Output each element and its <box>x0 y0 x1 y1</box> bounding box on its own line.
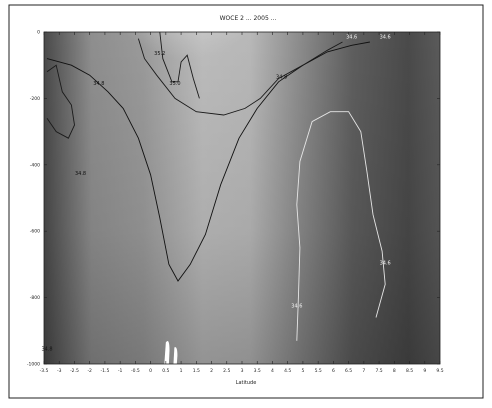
contour-line-35-2 <box>159 32 200 99</box>
x-tick-label: 9.5 <box>436 368 443 374</box>
x-tick-label: -1.5 <box>101 368 110 374</box>
x-tick-label: 1 <box>180 368 183 374</box>
x-tick-label: 5.5 <box>315 368 322 374</box>
x-tick-label: 2 <box>210 368 213 374</box>
contour-label-layer: 34.8 34.8 34.8 35.0 35.2 34.6 34.6 34.6 34.6 34.8 <box>41 35 390 353</box>
x-tick-label: 8 <box>393 368 396 374</box>
x-tick-label: -0.5 <box>131 368 140 374</box>
contour-line-34-8 <box>46 41 370 282</box>
y-tick-label: -400 <box>30 162 40 168</box>
contour-label: 34.8 <box>75 171 86 177</box>
contour-line-35-0 <box>137 38 343 116</box>
contour-label: 35.0 <box>169 81 180 87</box>
contour-label: 34.8 <box>41 347 52 353</box>
y-tick-label: 0 <box>37 30 40 36</box>
contour-label: 34.6 <box>380 260 391 266</box>
contour-label: 34.8 <box>276 74 287 80</box>
axes: -3.5 -3 -2.5 -2 -1.5 -1 -0.5 0 0.5 1 1.5 2 2.5 3 3.5 4 4… <box>27 30 444 375</box>
chart-title: WOCE 2 ... 2005 ... <box>220 15 277 22</box>
x-tick-label: 7 <box>362 368 365 374</box>
x-tick-label: 4.5 <box>284 368 291 374</box>
y-tick-label: -600 <box>30 229 40 235</box>
contour-label: 34.6 <box>346 35 357 41</box>
x-tick-label: -1 <box>118 368 123 374</box>
y-tick-label: -200 <box>30 96 40 102</box>
x-tick-label: 2.5 <box>223 368 230 374</box>
x-tick-label: 9 <box>423 368 426 374</box>
data-gap <box>173 347 178 364</box>
x-tick-label: 0.5 <box>162 368 169 374</box>
x-tick-label: 0 <box>149 368 152 374</box>
x-tick-label: 3 <box>241 368 244 374</box>
data-gap <box>164 341 170 364</box>
contour-line-34-6 <box>296 111 386 341</box>
contour-line-35-4 <box>46 64 75 139</box>
x-tick-label: 7.5 <box>375 368 382 374</box>
x-tick-label: -2 <box>87 368 92 374</box>
x-tick-label: 8.5 <box>406 368 413 374</box>
x-tick-label: -3 <box>57 368 62 374</box>
x-tick-label: -3.5 <box>40 368 49 374</box>
y-tick-label: -800 <box>30 295 40 301</box>
contour-label: 34.6 <box>291 304 302 310</box>
x-axis-label: Latitude <box>236 380 257 386</box>
y-tick-label: -1000 <box>27 362 40 368</box>
x-tick-label: 6 <box>332 368 335 374</box>
x-tick-label: 3.5 <box>254 368 261 374</box>
contour-label: 34.8 <box>93 81 104 87</box>
x-tick-label: 1.5 <box>193 368 200 374</box>
contour-label: 34.6 <box>380 35 391 41</box>
x-tick-label: -2.5 <box>70 368 79 374</box>
x-tick-label: 5 <box>301 368 304 374</box>
x-tick-label: 6.5 <box>345 368 352 374</box>
plot-area <box>44 32 440 364</box>
x-tick-label: 4 <box>271 368 274 374</box>
contour-label: 35.2 <box>154 51 165 57</box>
heatmap-surface-max <box>92 32 283 172</box>
